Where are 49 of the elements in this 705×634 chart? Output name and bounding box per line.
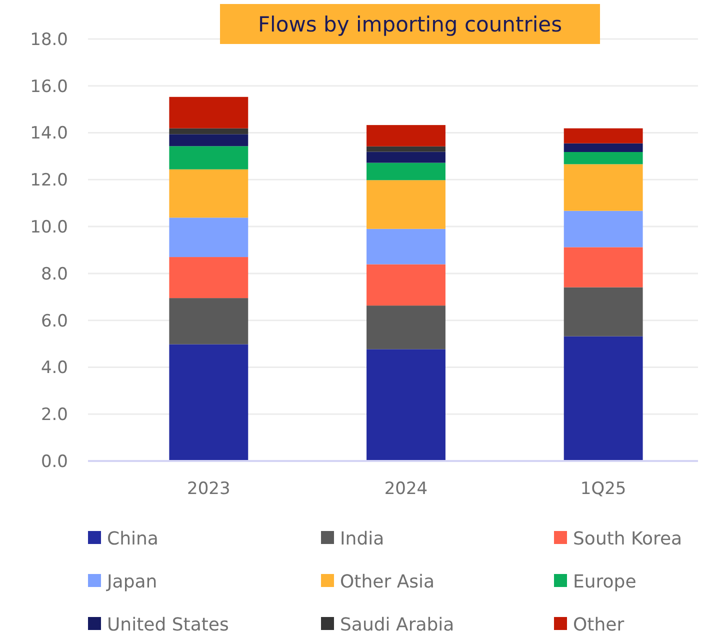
bar [169, 218, 248, 258]
y-tick-label: 2.0 [40, 405, 68, 426]
bar [564, 143, 643, 152]
bar [169, 344, 248, 461]
y-tick-label: 14.0 [30, 124, 68, 144]
bar [366, 306, 446, 350]
bar [169, 128, 248, 134]
bar [366, 264, 446, 306]
bar [169, 298, 248, 344]
legend-label: United States [107, 614, 229, 634]
legend-label: Other Asia [340, 571, 435, 592]
bar [564, 210, 643, 248]
y-tick-label: 4.0 [40, 358, 68, 378]
bar [366, 152, 446, 163]
x-tick-label: 2024 [384, 479, 428, 499]
y-tick-label: 18.0 [30, 30, 68, 50]
bar [564, 152, 643, 164]
bar [169, 146, 248, 170]
bar [169, 169, 248, 218]
bar [169, 257, 248, 298]
legend-label: India [340, 528, 384, 550]
legend-label: South Korea [573, 528, 682, 550]
bar [366, 125, 446, 146]
y-tick-label: 16.0 [30, 76, 68, 97]
bar [366, 180, 446, 229]
y-tick-label: 6.0 [40, 311, 68, 332]
y-tick-label: 8.0 [40, 264, 68, 284]
bar [169, 134, 248, 146]
y-tick-label: 10.0 [30, 218, 68, 238]
chart-title: Flows by importing countries [258, 12, 562, 36]
legend-label: Saudi Arabia [340, 614, 454, 634]
bar [564, 336, 643, 461]
bar [366, 162, 446, 180]
y-tick-label: 12.0 [30, 170, 68, 191]
legend-label: Other [573, 614, 625, 634]
bar [564, 287, 643, 336]
bar [366, 349, 446, 461]
y-tick-label: 0.0 [40, 452, 68, 472]
bar [564, 164, 643, 211]
legend-label: Japan [106, 571, 158, 592]
bar [366, 146, 446, 152]
x-tick-label: 2023 [187, 479, 230, 499]
bar [564, 128, 643, 144]
x-tick-label: 1Q25 [580, 479, 626, 499]
legend-label: China [107, 528, 158, 550]
bar [564, 247, 643, 288]
bar [366, 228, 446, 264]
legend-label: Europe [573, 571, 636, 592]
bar [169, 96, 248, 128]
